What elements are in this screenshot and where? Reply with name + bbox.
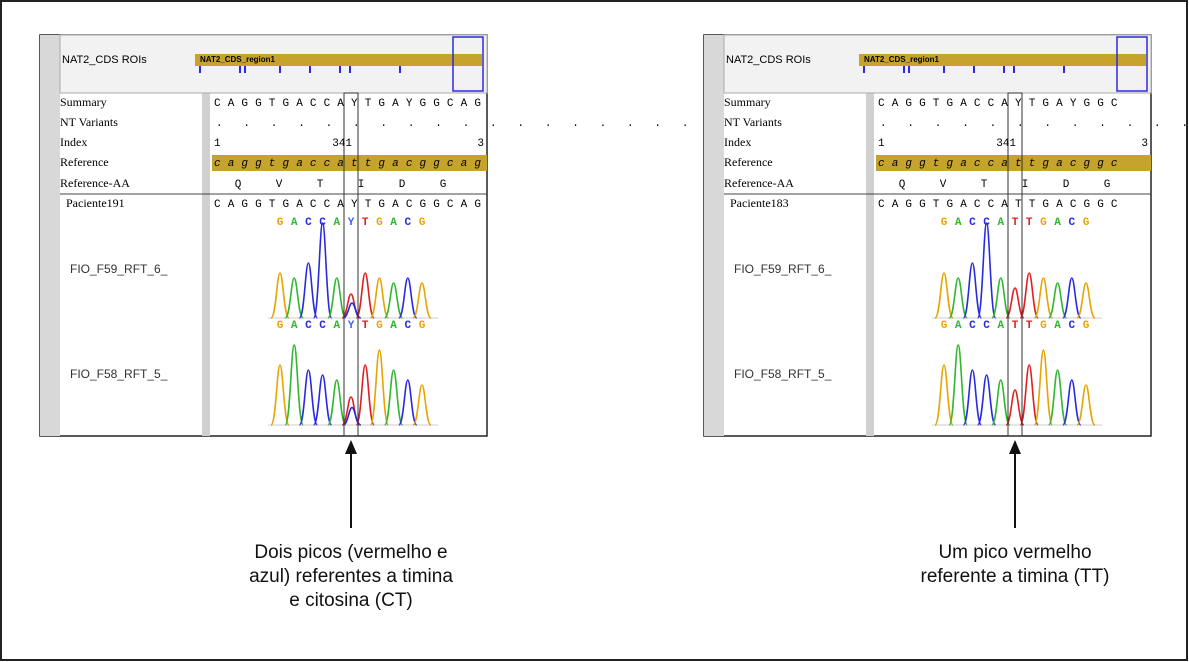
base-call: G <box>1083 217 1090 229</box>
base-call: A <box>291 217 298 229</box>
base-call: T <box>1026 217 1033 229</box>
read-name: FIO_F58_RFT_5_ <box>70 367 168 381</box>
region-label: NAT2_CDS_region1 <box>864 55 940 64</box>
base-call: A <box>333 217 340 229</box>
base-call: T <box>362 217 369 229</box>
base-call: G <box>419 217 426 229</box>
caption-line: e citosina (CT) <box>289 590 413 611</box>
summary-sequence: CAGGTGACCAYTGAYGGC <box>878 98 1125 110</box>
index-label: 3 <box>1141 138 1148 150</box>
index-label: 341 <box>332 138 352 150</box>
base-call: A <box>390 320 397 332</box>
base-call: G <box>1040 217 1047 229</box>
base-call: C <box>404 217 411 229</box>
base-call: Y <box>348 320 355 332</box>
base-call: G <box>941 217 948 229</box>
base-call: A <box>955 320 962 332</box>
index-label: 1 <box>878 138 885 150</box>
amino-acid: D <box>399 179 406 191</box>
amino-acid: V <box>940 179 947 191</box>
figure: NAT2_CDS ROIs NAT2_CDS_region1 Summary NT V… <box>0 0 1189 662</box>
base-call: A <box>997 217 1004 229</box>
base-call: C <box>1068 320 1075 332</box>
index-label: 1 <box>214 138 221 150</box>
row-label: Index <box>724 135 751 149</box>
row-label: Reference-AA <box>724 176 794 190</box>
base-call: A <box>955 217 962 229</box>
base-call: C <box>404 320 411 332</box>
caption-line: Um pico vermelho <box>938 542 1091 563</box>
nt-variants: . . . . . . . . . . . . . . . . . . . <box>216 118 723 130</box>
patient-sequence: CAGGTGACCATTGACGGC <box>878 199 1125 211</box>
read-name: FIO_F59_RFT_6_ <box>70 262 168 276</box>
label-column-divider <box>866 93 874 436</box>
caption-line: azul) referentes a timina <box>249 566 453 587</box>
amino-acid: Q <box>899 179 906 191</box>
patient-label: Paciente191 <box>66 196 125 210</box>
amino-acid: I <box>1022 179 1029 191</box>
reference-sequence: caggtgaccattgacggc <box>878 158 1125 170</box>
base-call: T <box>1012 320 1019 332</box>
amino-acid: T <box>317 179 324 191</box>
amino-acid: T <box>981 179 988 191</box>
row-label: Reference <box>60 155 109 169</box>
base-call: C <box>305 217 312 229</box>
region-label: NAT2_CDS_region1 <box>200 55 276 64</box>
amino-acid: G <box>440 179 447 191</box>
sidebar <box>40 35 60 436</box>
base-call: A <box>997 320 1004 332</box>
reference-sequence: caggtgaccattgacggcag <box>214 158 488 170</box>
base-call: A <box>1054 320 1061 332</box>
base-call: G <box>1040 320 1047 332</box>
row-label: Reference <box>724 155 773 169</box>
base-call: A <box>333 320 340 332</box>
row-label: Index <box>60 135 87 149</box>
base-call: G <box>419 320 426 332</box>
base-call: G <box>941 320 948 332</box>
amino-acid: G <box>1104 179 1111 191</box>
base-call: T <box>362 320 369 332</box>
base-call: G <box>376 217 383 229</box>
base-call: C <box>969 217 976 229</box>
amino-acid: Q <box>235 179 242 191</box>
label-column-divider <box>202 93 210 436</box>
amino-acid: I <box>358 179 365 191</box>
row-label: Summary <box>724 95 771 109</box>
base-call: C <box>1068 217 1075 229</box>
base-call: T <box>1012 217 1019 229</box>
row-label: Reference-AA <box>60 176 130 190</box>
base-call: A <box>390 217 397 229</box>
row-label: Summary <box>60 95 107 109</box>
amino-acid: D <box>1063 179 1070 191</box>
sidebar <box>704 35 724 436</box>
base-call: C <box>305 320 312 332</box>
row-label: NT Variants <box>724 115 782 129</box>
base-call: G <box>1083 320 1090 332</box>
base-call: G <box>376 320 383 332</box>
caption-line: referente a timina (TT) <box>921 566 1110 587</box>
caption-line: Dois picos (vermelho e <box>254 542 447 563</box>
amino-acid: V <box>276 179 283 191</box>
summary-sequence: CAGGTGACCAYTGAYGGCAG <box>214 98 488 110</box>
base-call: G <box>277 320 284 332</box>
index-label: 3 <box>477 138 484 150</box>
patient-label: Paciente183 <box>730 196 789 210</box>
patient-sequence: CAGGTGACCAYTGACGGCAG <box>214 199 488 211</box>
base-call: A <box>1054 217 1061 229</box>
base-call: C <box>319 320 326 332</box>
index-label: 341 <box>996 138 1016 150</box>
roi-label: NAT2_CDS ROIs <box>62 54 147 66</box>
base-call: Y <box>348 217 355 229</box>
row-label: NT Variants <box>60 115 118 129</box>
base-call: A <box>291 320 298 332</box>
base-call: C <box>983 320 990 332</box>
read-name: FIO_F59_RFT_6_ <box>734 262 832 276</box>
base-call: T <box>1026 320 1033 332</box>
base-call: C <box>969 320 976 332</box>
roi-label: NAT2_CDS ROIs <box>726 54 811 66</box>
base-call: G <box>277 217 284 229</box>
read-name: FIO_F58_RFT_5_ <box>734 367 832 381</box>
nt-variants: . . . . . . . . . . . . . . . . . <box>880 118 1189 130</box>
